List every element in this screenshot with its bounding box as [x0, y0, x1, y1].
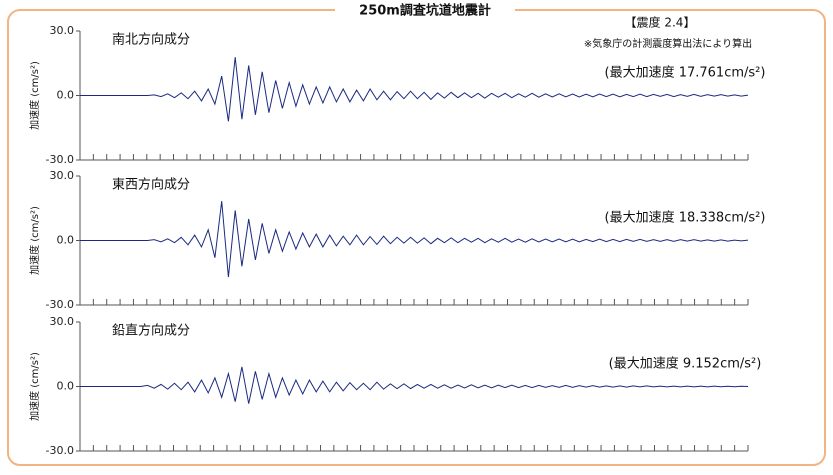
max-accel: (最大加速度 9.152cm/s²) [609, 356, 762, 372]
panel-title: 東西方向成分 [112, 177, 190, 193]
waveform [80, 57, 749, 122]
y-tick-label: -30.0 [46, 153, 74, 166]
y-axis-label: 加速度 (cm/s²) [28, 206, 41, 275]
y-tick-label: 0.0 [57, 234, 75, 247]
panel-title: 鉛直方向成分 [112, 323, 190, 339]
max-accel: (最大加速度 18.338cm/s²) [605, 210, 766, 226]
waveform [80, 366, 749, 404]
y-tick-label: 30.0 [50, 24, 75, 37]
max-accel: (最大加速度 17.761cm/s²) [605, 65, 766, 81]
y-tick-label: -30.0 [46, 444, 74, 457]
note: ※気象庁の計測震度算出法により算出 [584, 37, 752, 50]
y-axis-label: 加速度 (cm/s²) [28, 61, 41, 130]
y-tick-label: 0.0 [57, 89, 75, 102]
title-bg [335, 2, 515, 20]
y-tick-label: 30.0 [50, 315, 75, 328]
y-tick-label: 30.0 [50, 169, 75, 182]
intensity: 【震度 2.4】 [625, 15, 696, 30]
y-tick-label: -30.0 [46, 298, 74, 311]
waveform [80, 201, 749, 278]
y-tick-label: 0.0 [57, 380, 75, 393]
page-title: 250m調査坑道地震計 [359, 3, 491, 19]
panel-title: 南北方向成分 [112, 32, 190, 48]
y-axis-label: 加速度 (cm/s²) [28, 352, 41, 421]
